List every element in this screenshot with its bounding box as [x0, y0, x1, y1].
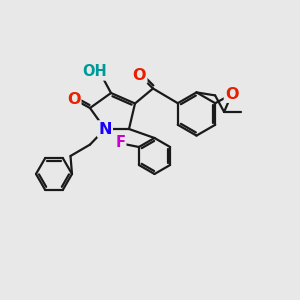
Text: O: O — [133, 68, 146, 82]
Text: O: O — [225, 87, 238, 102]
Text: F: F — [115, 135, 125, 150]
Text: OH: OH — [83, 64, 107, 80]
Text: O: O — [67, 92, 80, 106]
Text: N: N — [98, 122, 112, 136]
